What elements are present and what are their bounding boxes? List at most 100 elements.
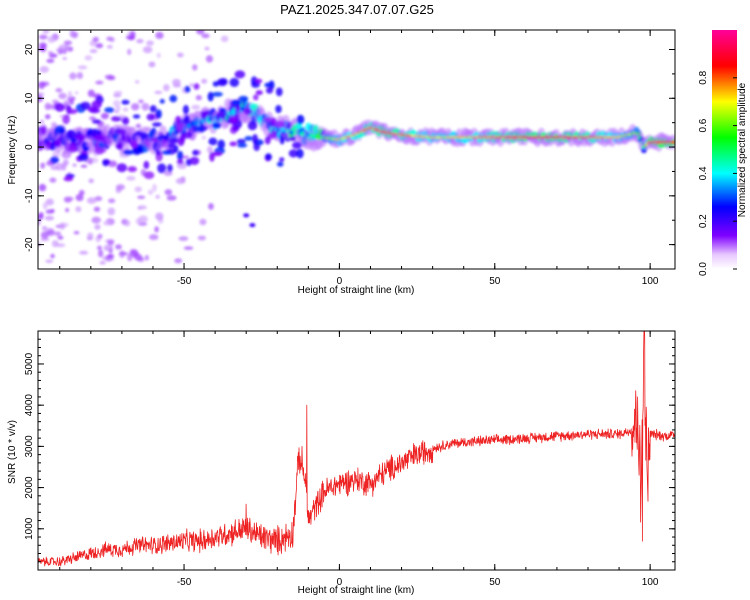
heatmap-clump-cell (253, 94, 259, 101)
heatmap-noise-cell (130, 103, 140, 111)
heatmap-noise-cell (50, 208, 55, 213)
heatmap-clump-cell (169, 137, 179, 144)
heatmap-clump-cell (54, 102, 65, 112)
x-tick-label: -50 (177, 276, 192, 287)
heatmap-noise-cell (196, 30, 205, 35)
heatmap-noise-cell (108, 198, 116, 204)
heatmap-clump-cell (67, 145, 78, 153)
x-tick-label: -50 (177, 577, 192, 588)
colorbar: 0.0 0.2 0.4 0.6 0.8 Normalized spectral ampl… (698, 30, 748, 276)
heatmap-noise-cell (154, 90, 163, 95)
heatmap-noise-cell (42, 202, 48, 210)
heatmap-clump-cell (70, 138, 78, 143)
heatmap-noise-cell (95, 43, 104, 49)
spectrogram-frame (37, 29, 676, 270)
heatmap-clump-cell (230, 99, 242, 106)
heatmap-noise-cell (114, 109, 120, 114)
heatmap-noise-cell (46, 58, 55, 64)
y-tick-label: -20 (24, 237, 35, 252)
heatmap-clump-cell (296, 114, 305, 125)
heatmap-clump-cell (74, 134, 86, 140)
heatmap-clump-cell (244, 136, 253, 141)
heatmap-noise-cell (115, 244, 122, 250)
heatmap-noise-cell (135, 123, 142, 129)
heatmap-noise-cell (201, 33, 210, 39)
heatmap-clump-cell (193, 83, 200, 90)
heatmap-noise-cell (201, 78, 208, 84)
y-tick-label: -10 (24, 188, 35, 203)
heatmap-noise-cell (75, 193, 84, 202)
heatmap-noise-cell (48, 53, 58, 58)
heatmap-noise-cell (47, 36, 56, 43)
heatmap-noise-cell (113, 90, 123, 95)
heatmap-clump-cell (228, 115, 238, 125)
heatmap-noise-cell (38, 211, 44, 219)
heatmap-clump-cell (121, 99, 130, 105)
heatmap-noise-cell (164, 189, 173, 196)
x-tick-label: 50 (489, 577, 501, 588)
heatmap-noise-cell (77, 65, 88, 70)
heatmap-noise-cell (57, 235, 64, 240)
heatmap-clump-cell (289, 136, 297, 142)
heatmap-clump-cell (212, 91, 223, 97)
heatmap-clump-cell (58, 128, 66, 134)
heatmap-clump-cell (63, 176, 74, 182)
heatmap-noise-cell (63, 196, 74, 202)
heatmap-noise-cell (220, 35, 229, 43)
heatmap-isolated-cell (249, 223, 256, 228)
heatmap-clump-cell (62, 114, 70, 125)
heatmap-noise-cell (144, 254, 149, 261)
heatmap-noise-cell (63, 40, 73, 46)
heatmap-clump-cell (247, 120, 258, 131)
heatmap-clump-cell (231, 126, 240, 132)
heatmap-noise-cell (65, 207, 70, 213)
y-tick-label: 5000 (24, 352, 35, 375)
heatmap-noise-cell (197, 235, 207, 241)
heatmap-noise-cell (38, 34, 48, 40)
heatmap-clump-cell (115, 142, 124, 150)
heatmap-noise-cell (54, 231, 62, 237)
heatmap-clump-cell (50, 156, 60, 164)
heatmap-clump-cell (134, 130, 143, 137)
heatmap-noise-cell (155, 31, 164, 40)
heatmap-noise-cell (55, 162, 64, 171)
colorbar-ticks: 0.0 0.2 0.4 0.6 0.8 (698, 70, 737, 276)
heatmap-clump-cell (93, 134, 104, 142)
heatmap-clump-cell (177, 136, 185, 147)
heatmap-clump-cell (78, 153, 89, 162)
heatmap-noise-cell (88, 178, 94, 184)
heatmap-noise-cell (98, 249, 104, 258)
heatmap-noise-cell (89, 116, 96, 121)
heatmap-clump-cell (276, 161, 284, 167)
heatmap-noise-cell (47, 51, 54, 55)
heatmap-noise-cell (59, 222, 66, 230)
heatmap-clump-cell (274, 120, 286, 129)
heatmap-noise-cell (205, 55, 214, 63)
heatmap-noise-cell (40, 162, 46, 169)
heatmap-noise-cell (87, 89, 95, 98)
heatmap-noise-cell (100, 112, 109, 120)
heatmap-noise-cell (106, 44, 113, 49)
heatmap-clump-cell (173, 144, 179, 153)
heatmap-clump-cell (265, 87, 274, 94)
heatmap-clump-cell (212, 151, 223, 157)
heatmap-noise-cell (94, 224, 101, 230)
heatmap-noise-cell (141, 102, 150, 111)
heatmap-noise-cell (146, 40, 154, 46)
heatmap-noise-cell (147, 189, 154, 195)
heatmap-noise-cell (62, 159, 69, 167)
heatmap-clump-cell (149, 105, 157, 113)
heatmap-noise-cell (175, 177, 186, 185)
heatmap-noise-cell (129, 249, 138, 255)
heatmap-clump-cell (146, 113, 155, 121)
heatmap-clump-cell (82, 146, 90, 152)
heatmap-clump-cell (91, 100, 102, 109)
heatmap-clump-cell (229, 141, 238, 147)
heatmap-clump-cell (264, 136, 271, 145)
heatmap-noise-cell (95, 80, 104, 85)
heatmap-noise-cell (107, 253, 115, 259)
spectrogram-x-ticks: -50 0 50 100 (59, 30, 659, 287)
heatmap-clump-cell (167, 164, 173, 173)
heatmap-clump-cell (161, 150, 172, 155)
